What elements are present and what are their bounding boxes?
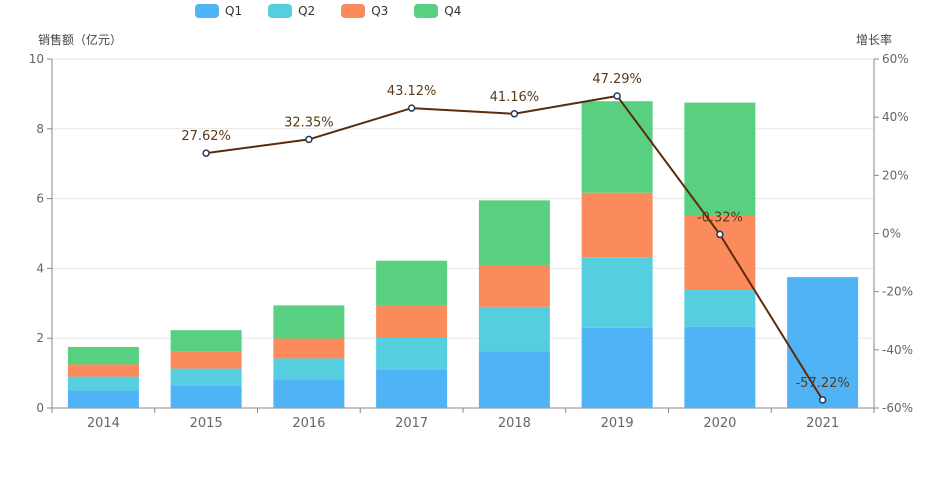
legend-swatch-q2: [268, 4, 293, 18]
left-tick-label: 10: [29, 52, 44, 66]
legend-item-q2[interactable]: Q2: [268, 4, 315, 18]
growth-label: 32.35%: [284, 115, 334, 130]
growth-label: 41.16%: [490, 90, 540, 105]
growth-point: [613, 92, 621, 100]
right-tick-label: 60%: [882, 52, 909, 66]
right-tick-label: 40%: [882, 110, 909, 124]
legend-item-q3[interactable]: Q3: [341, 4, 388, 18]
bar-segment-q1: [787, 277, 859, 408]
growth-point: [407, 104, 416, 112]
left-tick-label: 0: [36, 401, 44, 415]
x-tick-label: 2014: [87, 416, 120, 431]
x-tick-label: 2015: [190, 416, 223, 431]
left-tick-label: 2: [36, 331, 44, 345]
right-tick-label: 20%: [882, 168, 909, 182]
bar-segment-q1: [478, 351, 550, 408]
x-tick-label: 2016: [292, 416, 325, 431]
bar-segment-q2: [684, 290, 756, 327]
legend-item-q4[interactable]: Q4: [414, 4, 461, 18]
left-tick-label: 6: [36, 192, 44, 206]
bar-segment-q1: [581, 327, 653, 408]
right-axis-title: 增长率: [856, 33, 893, 47]
bar-segment-q3: [67, 364, 139, 377]
legend-swatch-q3: [341, 4, 366, 18]
x-tick-label: 2018: [498, 416, 531, 431]
x-tick-label: 2017: [395, 416, 428, 431]
legend-swatch-q4: [414, 4, 439, 18]
x-tick-label: 2019: [601, 416, 634, 431]
left-axis-title: 销售额（亿元）: [38, 33, 123, 47]
right-tick-label: 0%: [882, 227, 901, 241]
growth-point: [716, 230, 724, 239]
growth-point: [305, 135, 313, 144]
right-tick-label: -60%: [882, 401, 913, 415]
bar-segment-q1: [273, 379, 345, 408]
bar-segment-q2: [581, 257, 653, 328]
right-tick-label: -20%: [882, 285, 913, 299]
x-tick-label: 2020: [703, 416, 736, 431]
growth-label: -57.22%: [795, 376, 849, 391]
bar-segment-q1: [170, 385, 242, 408]
bar-segment-q4: [478, 200, 550, 265]
growth-label: 43.12%: [387, 84, 437, 99]
bar-segment-q4: [273, 305, 345, 339]
growth-point: [202, 149, 210, 157]
growth-label: 47.29%: [592, 72, 642, 87]
bar-segment-q2: [273, 358, 345, 380]
bar-segment-q1: [67, 390, 139, 408]
legend-label-q3: Q3: [371, 4, 389, 18]
growth-point: [818, 396, 827, 404]
bar-segment-q4: [376, 260, 448, 306]
left-tick-label: 4: [36, 261, 44, 275]
growth-label: 27.62%: [181, 129, 231, 144]
legend-label-q2: Q2: [298, 4, 316, 18]
bar-segment-q1: [376, 369, 448, 408]
legend-label-q4: Q4: [444, 4, 462, 18]
right-tick-label: -40%: [882, 343, 913, 357]
bar-segment-q2: [478, 306, 550, 352]
bar-segment-q4: [170, 330, 242, 352]
bar-segment-q3: [273, 338, 345, 359]
bar-segment-q3: [376, 305, 448, 338]
bar-segment-q3: [581, 192, 653, 258]
bar-segment-q2: [67, 376, 139, 391]
bar-segment-q1: [684, 326, 756, 408]
growth-label: -0.32%: [697, 210, 743, 225]
bar-segment-q3: [170, 351, 242, 369]
growth-point: [510, 110, 519, 118]
left-tick-label: 8: [36, 122, 44, 136]
legend-item-q1[interactable]: Q1: [195, 4, 242, 18]
legend: Q1 Q2 Q3 Q4: [195, 4, 461, 18]
bar-segment-q2: [170, 368, 242, 386]
bar-segment-q4: [67, 346, 139, 365]
bar-segment-q4: [684, 102, 756, 216]
bar-segment-q3: [478, 264, 550, 307]
x-tick-label: 2021: [806, 416, 839, 431]
legend-swatch-q1: [195, 4, 219, 18]
bar-segment-q2: [376, 337, 448, 370]
legend-label-q1: Q1: [225, 4, 243, 18]
bar-segment-q4: [581, 101, 653, 193]
bar-segment-q3: [684, 215, 756, 291]
